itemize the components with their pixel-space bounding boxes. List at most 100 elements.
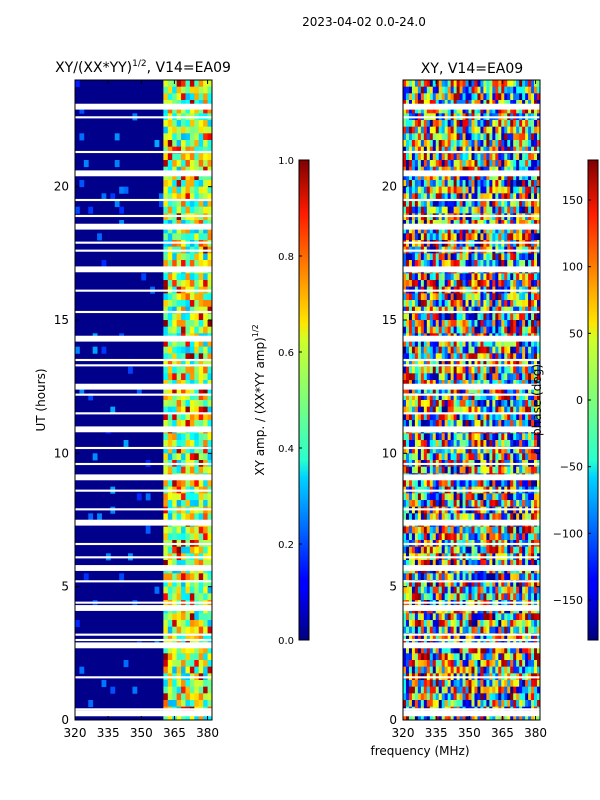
heatmap-cell: [203, 86, 208, 94]
heatmap-cell: [507, 260, 511, 268]
heatmap-cell: [495, 386, 499, 394]
heatmap-cell: [516, 420, 520, 428]
heatmap-cell: [163, 173, 169, 181]
heatmap-cell: [534, 533, 538, 541]
heatmap-cell: [167, 546, 173, 554]
heatmap-cell: [450, 346, 455, 354]
heatmap-cell: [489, 206, 493, 214]
heatmap-cell: [441, 273, 446, 281]
heatmap-cell: [203, 320, 208, 328]
heatmap-cell: [207, 306, 213, 314]
heatmap-cell: [537, 586, 541, 594]
heatmap-cell: [504, 420, 508, 428]
heatmap-cell: [528, 413, 532, 421]
heatmap-cell: [189, 440, 195, 448]
heatmap-cell: [429, 80, 434, 88]
heatmap-cell: [462, 273, 466, 281]
heatmap-cell: [474, 300, 478, 308]
heatmap-cell: [167, 220, 173, 228]
heatmap-cell: [456, 593, 460, 601]
heatmap-cell: [172, 400, 178, 408]
heatmap-cell: [504, 366, 508, 374]
heatmap-cell: [438, 533, 443, 541]
heatmap-cell: [194, 680, 200, 688]
heatmap-cell: [537, 106, 541, 114]
heatmap-cell: [537, 613, 541, 621]
heatmap-cell: [163, 573, 169, 581]
heatmap-cell: [426, 366, 431, 374]
heatmap-cell: [181, 280, 186, 288]
heatmap-cell: [498, 300, 502, 308]
heatmap-cell: [492, 233, 496, 241]
heatmap-cell: [516, 493, 520, 501]
heatmap-cell: [492, 613, 496, 621]
heatmap-cell: [522, 340, 526, 348]
heatmap-cell: [489, 573, 493, 581]
heatmap-cell: [501, 480, 505, 488]
heatmap-cell: [504, 440, 508, 448]
heatmap-cell: [495, 133, 499, 141]
heatmap-cell: [403, 173, 407, 181]
heatmap-cell: [522, 360, 526, 368]
heatmap-cell: [492, 166, 496, 174]
heatmap-cell: [203, 373, 208, 381]
heatmap-cell: [459, 100, 463, 108]
heatmap-cell: [474, 306, 478, 314]
heatmap-cell: [537, 493, 541, 501]
heatmap-cell: [504, 393, 508, 401]
heatmap-cell: [163, 100, 169, 108]
heatmap-cell: [198, 306, 204, 314]
heatmap-cell: [459, 206, 463, 214]
heatmap-cell: [453, 580, 458, 588]
heatmap-cell: [468, 153, 472, 161]
heatmap-cell: [408, 413, 413, 421]
heatmap-cell: [207, 180, 213, 188]
heatmap-cell: [429, 186, 434, 194]
heatmap-cell: [435, 186, 440, 194]
heatmap-cell: [528, 93, 532, 101]
heatmap-cell: [189, 500, 195, 508]
heatmap-cell: [519, 206, 523, 214]
heatmap-cell: [203, 413, 208, 421]
heatmap-cell: [471, 86, 475, 94]
heatmap-cell: [498, 326, 502, 334]
heatmap-cell: [198, 666, 204, 674]
heatmap-cell: [414, 220, 419, 228]
heatmap-cell: [453, 533, 458, 541]
heatmap-cell: [432, 373, 437, 381]
heatmap-cell: [489, 133, 493, 141]
heatmap-cell: [172, 220, 178, 228]
heatmap-cell: [408, 100, 413, 108]
heatmap-cell: [498, 453, 502, 461]
heatmap-cell: [426, 593, 431, 601]
heatmap-cell: [510, 466, 514, 474]
heatmap-cell: [420, 593, 425, 601]
heatmap-cell: [438, 626, 443, 634]
heatmap-cell: [438, 480, 443, 488]
heatmap-cell: [453, 480, 458, 488]
heatmap-cell: [172, 120, 178, 128]
heatmap-cell: [185, 420, 191, 428]
heatmap-cell: [468, 453, 472, 461]
heatmap-cell: [176, 133, 182, 141]
heatmap-cell: [510, 186, 514, 194]
heatmap-cell: [79, 133, 85, 141]
heatmap-cell: [417, 166, 422, 174]
heatmap-cell: [444, 360, 449, 368]
heatmap-cell: [189, 693, 195, 701]
heatmap-cell: [403, 406, 407, 414]
heatmap-cell: [207, 86, 213, 94]
heatmap-cell: [172, 320, 178, 328]
heatmap-cell: [181, 300, 186, 308]
heatmap-cell: [408, 120, 413, 128]
heatmap-cell: [459, 400, 463, 408]
heatmap-cell: [444, 626, 449, 634]
heatmap-cell: [438, 420, 443, 428]
heatmap-cell: [403, 433, 407, 441]
heatmap-cell: [456, 386, 460, 394]
heatmap-cell: [167, 400, 173, 408]
heatmap-cell: [88, 513, 94, 521]
heatmap-cell: [465, 400, 469, 408]
heatmap-cell: [489, 626, 493, 634]
heatmap-cell: [176, 340, 182, 348]
